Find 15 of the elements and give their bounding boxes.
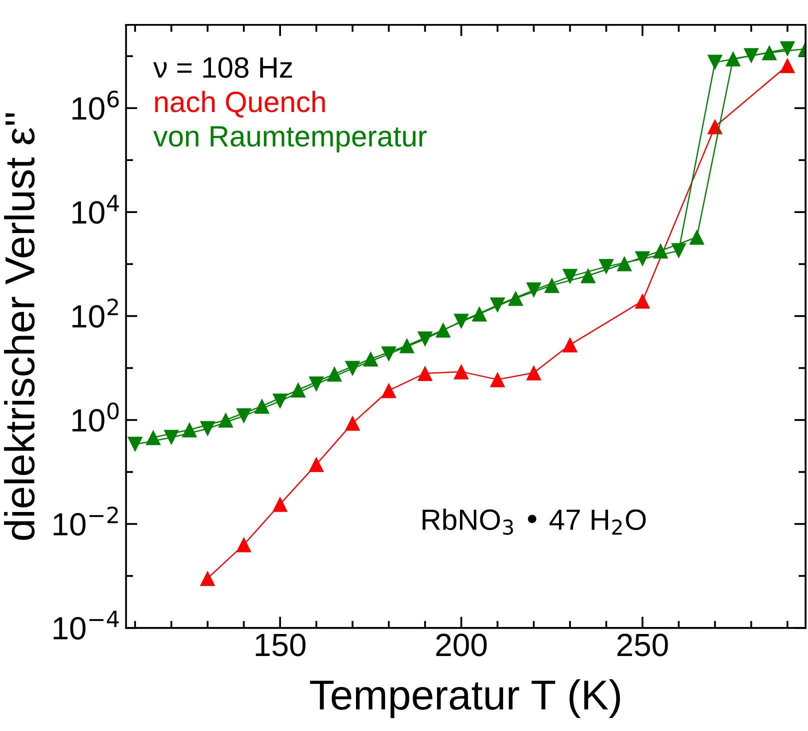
y-tick-label: 10$^{4}$ [72,194,119,224]
x-tick-label: 250 [617,634,668,656]
text: von Raumtemperatur [153,126,427,152]
x-tick-label: 200 [436,634,487,656]
annotation: RbNO$_{3}$ • 47 H$_{2}$O [422,508,646,535]
text: nach Quench [155,90,325,118]
y-tick-label: 10$^{0}$ [72,402,119,432]
y-axis-title: dielektrischer Verlust ε'' [4,113,35,540]
y-tick-label: 10$^{−4}$ [54,610,119,640]
x-axis-title: Temperatur T (K) [310,679,620,718]
x-tick-label: 150 [256,634,306,656]
annotation: ν = 108 Hz [153,57,292,78]
y-tick-label: 10$^{−2}$ [54,506,118,536]
y-tick-label: 10$^{6}$ [72,90,119,120]
y-tick-label: 10$^{2}$ [72,298,118,328]
